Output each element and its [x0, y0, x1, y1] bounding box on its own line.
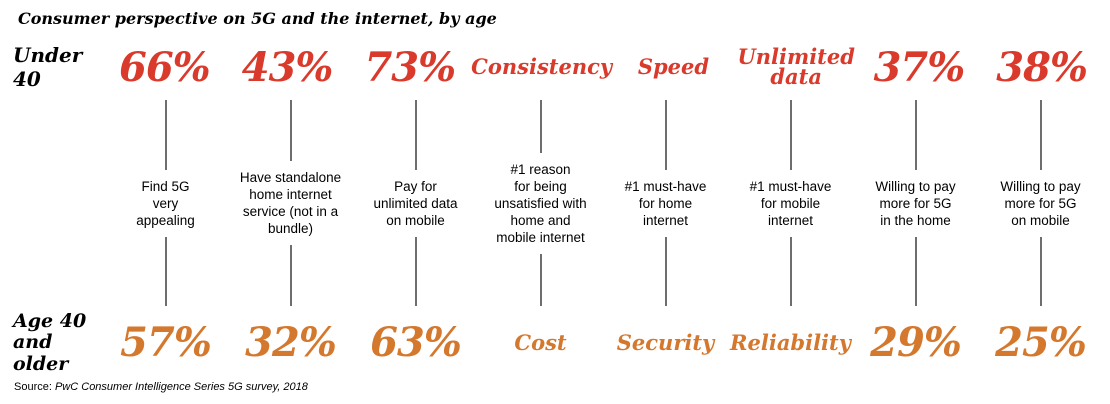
metric-description: Find 5G very appealing — [136, 178, 195, 228]
bottom-value: 29% — [870, 319, 962, 367]
top-value: 38% — [996, 43, 1088, 91]
connector-line-top — [789, 100, 792, 170]
bottom-value: Security — [616, 329, 715, 355]
source-citation: PwC Consumer Intelligence Series 5G surv… — [54, 381, 308, 393]
top-value: 37% — [873, 43, 966, 91]
chart-title: Consumer perspective on 5G and the inter… — [18, 9, 497, 28]
connector-line-top — [664, 100, 667, 170]
metric-description: Willing to pay more for 5G on mobile — [1000, 178, 1081, 228]
connector-line-top — [914, 100, 917, 170]
row-label-age-40-and-older: Age 40 and older — [13, 310, 87, 375]
source-note: Source: PwC Consumer Intelligence Series… — [14, 381, 1110, 393]
row-label-spacer — [0, 95, 103, 311]
top-value: Unlimited data — [737, 44, 855, 89]
metric-column: #1 reason for being unsatisfied with hom… — [478, 95, 603, 311]
connector-line-bottom — [539, 253, 542, 306]
bottom-value: 32% — [245, 319, 337, 367]
metric-column: #1 must-have for home internet — [603, 95, 728, 311]
metric-description: Pay for unlimited data on mobile — [373, 178, 458, 228]
connector-line-bottom — [164, 236, 167, 306]
metric-descriptions-row: Find 5G very appealing Have standalone ho… — [0, 95, 1103, 311]
metric-column: Have standalone home internet service (n… — [228, 95, 353, 311]
metric-column: Willing to pay more for 5G on mobile — [978, 95, 1103, 311]
row-label-under-40: Under 40 — [13, 43, 83, 91]
bottom-value: 25% — [995, 319, 1087, 367]
top-value: Consistency — [471, 54, 613, 80]
connector-line-bottom — [914, 236, 917, 306]
connector-line-top — [414, 100, 417, 170]
top-value: 73% — [364, 43, 456, 91]
connector-line-bottom — [789, 236, 792, 306]
connector-line-top — [1039, 100, 1042, 170]
metric-column: Find 5G very appealing — [103, 95, 228, 311]
under-40-row: Under 40 66% 43% 73% Consistency Speed Unlimi… — [0, 39, 1103, 95]
connector-line-bottom — [414, 236, 417, 306]
metric-column: Willing to pay more for 5G in the home — [853, 95, 978, 311]
bottom-value: Cost — [514, 329, 567, 355]
age-40-and-older-row: Age 40 and older 57% 32% 63% Cost Security Re… — [0, 310, 1103, 375]
connector-line-top — [289, 100, 292, 161]
metric-description: #1 reason for being unsatisfied with hom… — [494, 161, 587, 245]
top-value: Speed — [637, 54, 710, 80]
metric-description: #1 must-have for mobile internet — [749, 178, 832, 228]
metric-description: #1 must-have for home internet — [624, 178, 707, 228]
connector-line-bottom — [289, 245, 292, 306]
metric-column: #1 must-have for mobile internet — [728, 95, 853, 311]
connector-line-bottom — [1039, 236, 1042, 306]
metric-description: Have standalone home internet service (n… — [239, 170, 342, 236]
source-prefix: Source: — [14, 381, 55, 393]
connector-line-top — [539, 100, 542, 153]
bottom-value: 57% — [120, 319, 212, 367]
top-value: 66% — [119, 43, 211, 91]
connector-line-top — [164, 100, 167, 170]
metric-column: Pay for unlimited data on mobile — [353, 95, 478, 311]
metric-description: Willing to pay more for 5G in the home — [875, 178, 956, 228]
bottom-value: Reliability — [730, 329, 851, 355]
connector-line-bottom — [664, 236, 667, 306]
bottom-value: 63% — [370, 319, 462, 367]
top-value: 43% — [241, 43, 334, 91]
